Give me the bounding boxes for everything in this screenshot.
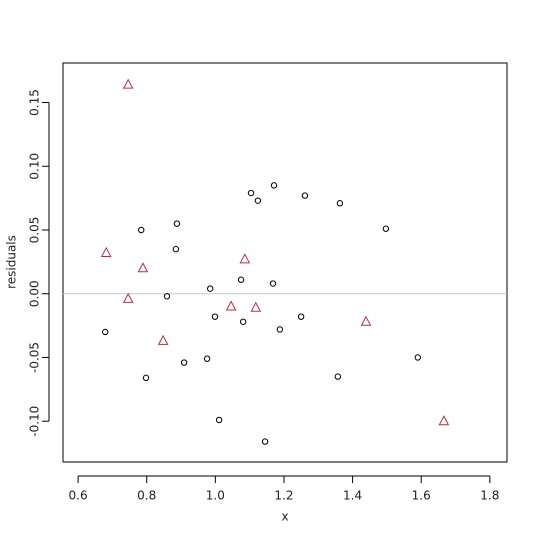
- x-tick-label: 1.4: [343, 489, 362, 503]
- y-tick-label: -0.05: [28, 342, 42, 373]
- triangle-point: [100, 246, 112, 257]
- circle-point: [269, 280, 277, 287]
- plot-frame: [62, 62, 508, 463]
- y-axis-label: residuals: [5, 235, 19, 289]
- x-tick-label: 0.8: [137, 489, 156, 503]
- circle-point: [334, 373, 342, 380]
- circle-point: [163, 293, 171, 300]
- circle-point: [336, 200, 344, 207]
- circle-point: [206, 285, 214, 292]
- circle-point: [142, 374, 150, 382]
- y-tick-label: 0.15: [28, 89, 42, 116]
- circle-point: [382, 225, 390, 232]
- triangle-point: [122, 292, 134, 303]
- triangle-point: [239, 253, 251, 264]
- circle-point: [276, 326, 284, 333]
- triangle-point: [225, 300, 237, 311]
- circle-point: [138, 226, 145, 234]
- circle-point: [297, 313, 305, 320]
- x-axis-label: x: [281, 510, 288, 524]
- x-tick-label: 1.8: [480, 489, 499, 503]
- circle-point: [414, 354, 421, 361]
- triangle-point: [157, 334, 169, 345]
- triangle-point: [438, 415, 450, 426]
- circle-point: [237, 276, 245, 283]
- circle-point: [203, 355, 211, 362]
- y-tick-label: 0.10: [28, 153, 42, 180]
- y-tick-label: 0.00: [28, 280, 42, 307]
- circle-point: [180, 359, 188, 366]
- x-tick-label: 1.6: [412, 489, 431, 503]
- x-tick-label: 0.6: [69, 489, 88, 503]
- triangle-point: [137, 262, 149, 273]
- triangle-point: [360, 315, 372, 326]
- circle-point: [102, 328, 109, 336]
- circle-point: [211, 313, 219, 320]
- triangle-point: [122, 78, 134, 89]
- circle-point: [172, 245, 180, 253]
- circle-point: [247, 189, 255, 197]
- circle-point: [261, 438, 269, 445]
- y-tick-label: 0.05: [28, 217, 42, 244]
- triangle-point: [250, 301, 262, 312]
- circle-point: [270, 182, 278, 189]
- circle-point: [173, 220, 181, 227]
- y-tick-label: -0.10: [28, 406, 42, 437]
- x-tick-label: 1.2: [274, 489, 293, 503]
- circle-point: [215, 416, 223, 424]
- circle-point: [239, 318, 247, 325]
- circle-point: [254, 197, 262, 204]
- x-tick-label: 1.0: [206, 489, 225, 503]
- circle-point: [301, 192, 309, 199]
